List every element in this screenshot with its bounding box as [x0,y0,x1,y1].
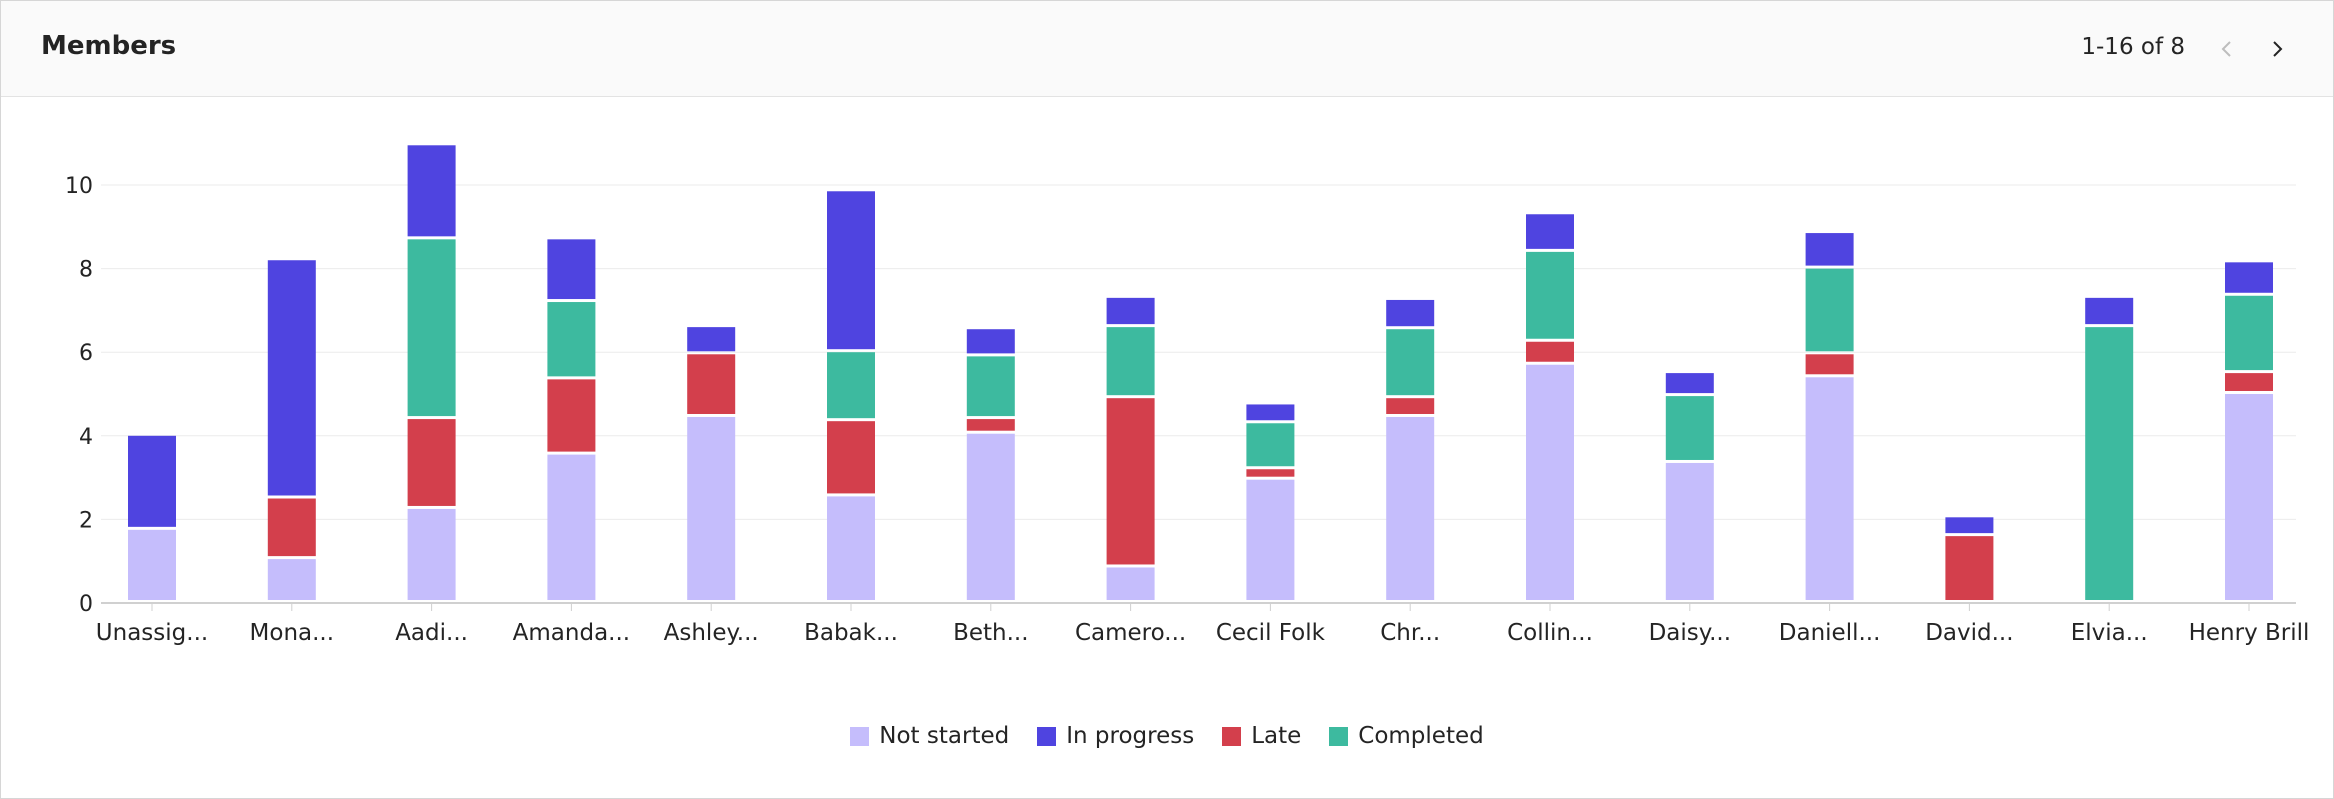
bar-segment-in-progress [547,239,596,300]
legend-label: Not started [879,723,1010,749]
bar-segment-in-progress [687,327,736,352]
x-tick-label: Chr... [1380,620,1440,646]
x-tick-label: Amanda... [513,620,630,646]
bar-segment-late [966,419,1015,431]
bar-segment-late [1246,469,1295,477]
y-tick-label: 10 [65,174,93,199]
bar-segment-in-progress [1246,404,1295,421]
bar-segment-in-progress [128,435,176,527]
legend-swatch [1222,726,1242,746]
y-tick-label: 2 [79,508,93,533]
y-tick-label: 0 [79,592,93,617]
chart-legend: Not started In progress Late Completed [1,723,2333,749]
legend-label: Late [1251,723,1302,749]
next-page-button[interactable] [2257,29,2297,69]
x-tick-label: Ashley... [664,620,759,646]
bar-segment-late [407,419,456,506]
bar-segment-completed [1805,268,1854,352]
bar-segment-not-started [2225,394,2273,600]
bar-segment-late [1386,398,1435,414]
bar-segment-in-progress [2225,262,2273,293]
x-tick-label: Elvia... [2071,620,2148,646]
bar-segment-completed [407,239,456,417]
bar-segment-in-progress [1805,233,1854,266]
bar-segment-not-started [128,529,176,600]
bar-segment-late [687,354,736,414]
x-tick-label: Daisy... [1649,620,1731,646]
bar-segment-completed [547,302,596,377]
card-header: Members 1-16 of 8 [1,1,2333,97]
bar-segment-in-progress [966,329,1015,354]
pager-text: 1-16 of 8 [2081,34,2185,60]
bar-segment-not-started [966,433,1015,600]
legend-item-not-started[interactable]: Not started [850,723,1009,749]
bar-segment-in-progress [2085,297,2134,325]
bar-segment-completed [827,352,875,419]
legend-item-in-progress[interactable]: In progress [1037,723,1194,749]
x-tick-label: Henry Brill [2189,620,2310,646]
bar-segment-in-progress [1945,517,1994,534]
bar-segment-not-started [267,559,316,600]
bar-segment-in-progress [1386,299,1435,327]
legend-label: Completed [1358,723,1484,749]
bar-segment-completed [2085,327,2134,600]
bar-segment-late [1805,354,1854,375]
bar-segment-late [2225,373,2273,391]
legend-swatch [1329,726,1349,746]
bar-segment-not-started [1805,377,1854,600]
bar-segment-in-progress [1665,373,1714,394]
bar-segment-completed [1526,251,1574,339]
bar-segment-in-progress [1106,297,1155,325]
x-tick-label: Aadi... [395,620,468,646]
card-title: Members [41,31,177,61]
bar-segment-in-progress [827,191,875,350]
x-tick-label: Daniell... [1779,620,1881,646]
bar-segment-late [1106,398,1155,565]
x-tick-label: Babak... [804,620,898,646]
legend-item-completed[interactable]: Completed [1329,723,1484,749]
bar-segment-late [547,379,596,452]
y-tick-label: 4 [79,425,93,450]
bar-segment-not-started [827,496,875,600]
bar-segment-not-started [1106,567,1155,600]
x-tick-label: David... [1925,620,2013,646]
bar-segment-not-started [407,508,456,600]
y-tick-label: 6 [79,341,93,366]
x-tick-label: Camero... [1075,620,1186,646]
bar-segment-in-progress [1526,214,1574,249]
bar-segment-not-started [1246,479,1295,600]
members-bar-chart: 0 2 4 6 8 10 Unassig... Mona... Aadi... Amanda...… [65,145,2310,646]
x-tick-label: Cecil Folk [1216,620,1326,646]
bar-segment-not-started [1665,462,1714,600]
chevron-right-icon [2273,41,2283,57]
bar-segment-in-progress [407,145,456,237]
legend-swatch [1037,726,1057,746]
bar-segment-late [1945,536,1994,600]
bar-segment-late [267,498,316,557]
bar-segment-completed [1665,396,1714,460]
bar-segment-not-started [687,416,736,600]
bar-segment-not-started [1526,364,1574,600]
previous-page-button[interactable] [2207,29,2247,69]
bar-segment-completed [1246,423,1295,467]
chevron-left-icon [2221,41,2231,57]
x-tick-label: Beth... [953,620,1028,646]
bar-segment-completed [2225,295,2273,371]
bar-segment-completed [1386,329,1435,396]
legend-item-late[interactable]: Late [1222,723,1301,749]
bar-segment-in-progress [267,260,316,496]
bar-segment-not-started [1386,416,1435,600]
y-tick-label: 8 [79,258,93,283]
x-tick-label: Mona... [250,620,335,646]
legend-swatch [850,726,870,746]
bar-segment-completed [966,356,1015,417]
x-tick-label: Unassig... [96,620,208,646]
bar-segment-late [1526,341,1574,362]
bar-segment-not-started [547,454,596,600]
bar-segment-late [827,421,875,494]
bar-segment-completed [1106,327,1155,396]
x-tick-label: Collin... [1507,620,1593,646]
legend-label: In progress [1066,723,1195,749]
